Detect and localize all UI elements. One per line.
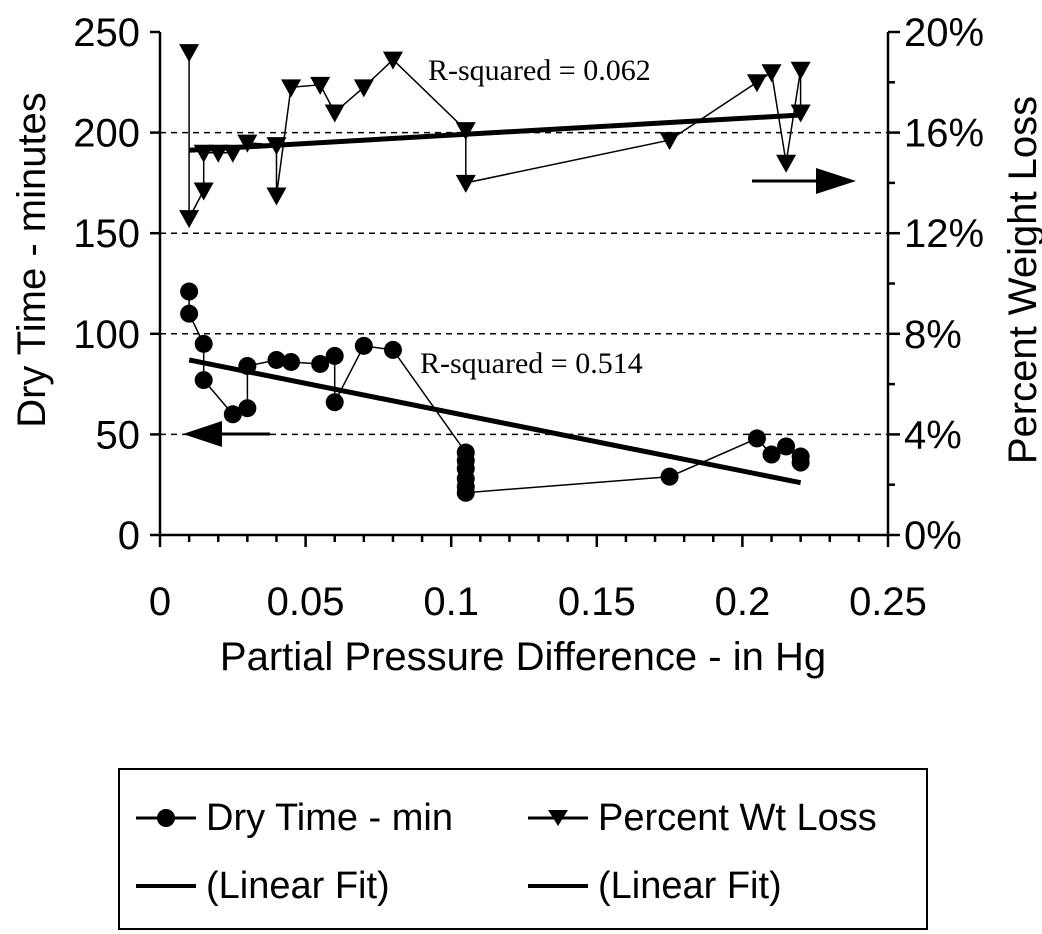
dry-time-point [325, 393, 344, 412]
dry-time-point [791, 453, 810, 472]
dry-time-point [456, 483, 475, 502]
left-axis-title: Dry Time - minutes [10, 92, 54, 428]
legend: Dry Time - min Percent Wt Loss (Linear F… [118, 768, 928, 930]
dry-time-fit-line [188, 357, 802, 486]
legend-label-wt-loss: Percent Wt Loss [598, 796, 877, 839]
wt-loss-point [790, 104, 811, 123]
wt-loss-point [455, 174, 476, 193]
dry-time-point [180, 304, 199, 323]
dry-time-point [180, 282, 199, 301]
data-series [179, 44, 811, 502]
left-tick-label: 0 [118, 514, 140, 558]
wt-loss-point [281, 79, 302, 98]
x-axis-title: Partial Pressure Difference - in Hg [220, 635, 826, 679]
tick-labels: 0 50 100 150 200 250 0% 4% 8% 12% 16% 20% 0 0.05 0.1 0.… [73, 11, 984, 624]
wt-loss-point [776, 154, 797, 173]
dry-time-point [238, 399, 257, 418]
wt-loss-point [237, 134, 258, 153]
wt-loss-point [208, 144, 229, 163]
wt-loss-point [353, 79, 374, 98]
wt-loss-point [193, 144, 214, 163]
legend-label-wt-fit: (Linear Fit) [598, 864, 782, 907]
x-tick-label: 0.25 [849, 580, 927, 624]
dry-time-point [194, 371, 213, 390]
left-axis-arrow [183, 421, 270, 447]
dry-time-point [354, 336, 373, 355]
right-tick-label: 20% [904, 11, 984, 55]
legend-item-dry-time: Dry Time - min [134, 788, 453, 848]
wt-loss-point [266, 137, 287, 156]
wt-loss-point [790, 61, 811, 80]
legend-label-dry-time: Dry Time - min [206, 796, 453, 839]
legend-item-wt-loss: Percent Wt Loss [526, 788, 877, 848]
dry-time-point [777, 437, 796, 456]
dry-time-point [660, 467, 679, 486]
right-tick-label: 12% [904, 212, 984, 256]
linear-fits [188, 112, 802, 486]
dry-time-point [747, 429, 766, 448]
dry-time-point [238, 356, 257, 375]
dry-time-point [311, 354, 330, 373]
left-tick-label: 250 [73, 11, 140, 55]
right-axis-arrow [752, 168, 856, 194]
triangle-down-marker-icon [528, 810, 588, 826]
wt-loss-point [179, 44, 200, 63]
dry-time-point [383, 340, 402, 359]
wt-loss-point [746, 74, 767, 93]
wt-loss-point [455, 122, 476, 141]
right-tick-label: 8% [904, 313, 962, 357]
circle-marker-icon [136, 809, 196, 827]
gridlines [160, 131, 888, 436]
axes [150, 30, 900, 547]
dry-time-point [223, 405, 242, 424]
x-tick-label: 0.1 [423, 580, 479, 624]
dry-time-point [282, 352, 301, 371]
right-tick-label: 4% [904, 413, 962, 457]
r-squared-wt-loss-annotation: R-squared = 0.062 [428, 54, 651, 87]
dry-time-point [325, 346, 344, 365]
right-tick-label: 0% [904, 514, 962, 558]
wt-loss-point [324, 104, 345, 123]
wt-loss-point [382, 51, 403, 70]
left-tick-label: 150 [73, 212, 140, 256]
x-tick-label: 0 [149, 580, 171, 624]
x-tick-label: 0.05 [267, 580, 345, 624]
wt-loss-point [266, 187, 287, 206]
left-tick-label: 50 [96, 413, 141, 457]
wt-loss-point [761, 64, 782, 83]
dry-time-point [194, 334, 213, 353]
legend-label-dry-fit: (Linear Fit) [206, 864, 390, 907]
wt-loss-point [193, 182, 214, 201]
wt-loss-point [222, 144, 243, 163]
left-tick-label: 200 [73, 112, 140, 156]
r-squared-dry-time-annotation: R-squared = 0.514 [420, 347, 643, 380]
dry-time-point [762, 445, 781, 464]
right-tick-label: 16% [904, 112, 984, 156]
legend-item-wt-fit: (Linear Fit) [526, 856, 782, 916]
fit-line-icon [528, 884, 588, 888]
wt-loss-point [659, 132, 680, 151]
x-tick-label: 0.2 [715, 580, 771, 624]
dry-time-point [267, 350, 286, 369]
left-tick-label: 100 [73, 313, 140, 357]
wt-loss-point [310, 76, 331, 95]
fit-line-icon [136, 884, 196, 888]
x-tick-label: 0.15 [558, 580, 636, 624]
wt-loss-point [179, 210, 200, 229]
chart: 0 50 100 150 200 250 0% 4% 8% 12% 16% 20% 0 0.05 0.1 0.… [10, 11, 1042, 679]
right-axis-title: Percent Weight Loss [1001, 96, 1042, 464]
legend-item-dry-fit: (Linear Fit) [134, 856, 390, 916]
